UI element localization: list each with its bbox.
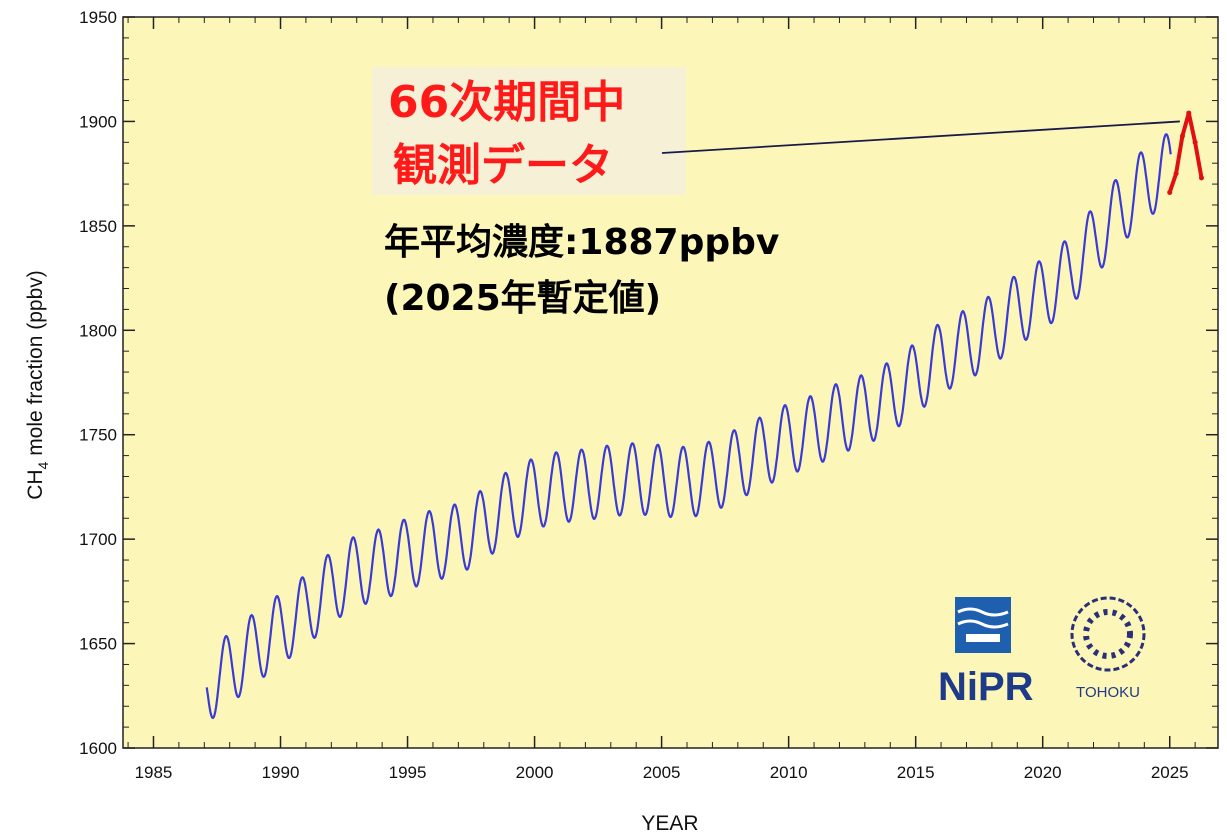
x-tick-label: 2005: [643, 763, 681, 782]
y-tick-label: 1700: [79, 530, 117, 549]
x-tick-label: 2020: [1024, 763, 1062, 782]
y-axis-ticks: 1600 1650 1700 1750 1800 1850 1900 1950: [79, 8, 1218, 758]
series-point-red: [1192, 139, 1198, 145]
tohoku-emblem-inner-icon: [1083, 609, 1133, 659]
y-axis-title-main: CH: [24, 469, 47, 499]
tohoku-logo: TOHOKU: [1070, 596, 1146, 701]
nipr-ship-icon: [966, 634, 1000, 642]
series-layer: [205, 110, 1204, 720]
annotation-red-line1: 66次期間中: [388, 77, 625, 128]
y-tick-label: 1750: [79, 426, 117, 445]
series-point-red: [1186, 110, 1192, 116]
x-tick-label: 2015: [897, 763, 935, 782]
x-tick-label: 2000: [516, 763, 554, 782]
series-line-blue: [205, 133, 1172, 720]
x-tick-label: 2010: [770, 763, 808, 782]
tohoku-emblem-icon: [1070, 596, 1146, 672]
annotation-black-line1: 年平均濃度:1887ppbv: [384, 222, 779, 263]
x-axis-title: YEAR: [641, 812, 698, 835]
y-tick-label: 1600: [79, 739, 117, 758]
y-tick-label: 1650: [79, 635, 117, 654]
series-point-red: [1198, 175, 1204, 181]
nipr-logo-text: NiPR: [938, 665, 1034, 709]
annotation-leader-line: [661, 120, 1180, 154]
tohoku-logo-text: TOHOKU: [1076, 684, 1140, 701]
x-tick-label: 2025: [1151, 763, 1189, 782]
series-point-red: [1173, 171, 1179, 177]
series-point-red: [1179, 133, 1185, 139]
annotation-black-line2: (2025年暫定値): [384, 278, 661, 319]
y-tick-label: 1800: [79, 321, 117, 340]
nipr-wave-icon-2: [957, 619, 1009, 629]
y-tick-label: 1950: [79, 8, 117, 27]
x-tick-label: 1995: [389, 763, 427, 782]
x-tick-label: 1985: [135, 763, 173, 782]
y-tick-label: 1850: [79, 217, 117, 236]
nipr-logo: NiPR: [938, 597, 1034, 709]
x-axis-ticks: 1985 1990 1995 2000 2005 2010 2015 2020 2025: [127, 17, 1196, 782]
annotation-box: [372, 67, 686, 195]
y-tick-label: 1900: [79, 112, 117, 131]
x-tick-label: 1990: [262, 763, 300, 782]
series-line-red: [1167, 111, 1204, 194]
y-axis-title-rest: mole fraction (ppbv): [24, 270, 47, 461]
annotation-red-line2: 観測データ: [393, 140, 613, 191]
nipr-wave-icon: [957, 607, 1009, 617]
series-point-red: [1167, 189, 1173, 195]
y-axis-title-sub: 4: [35, 461, 51, 469]
y-axis-title: CH4 mole fraction (ppbv): [24, 270, 51, 500]
